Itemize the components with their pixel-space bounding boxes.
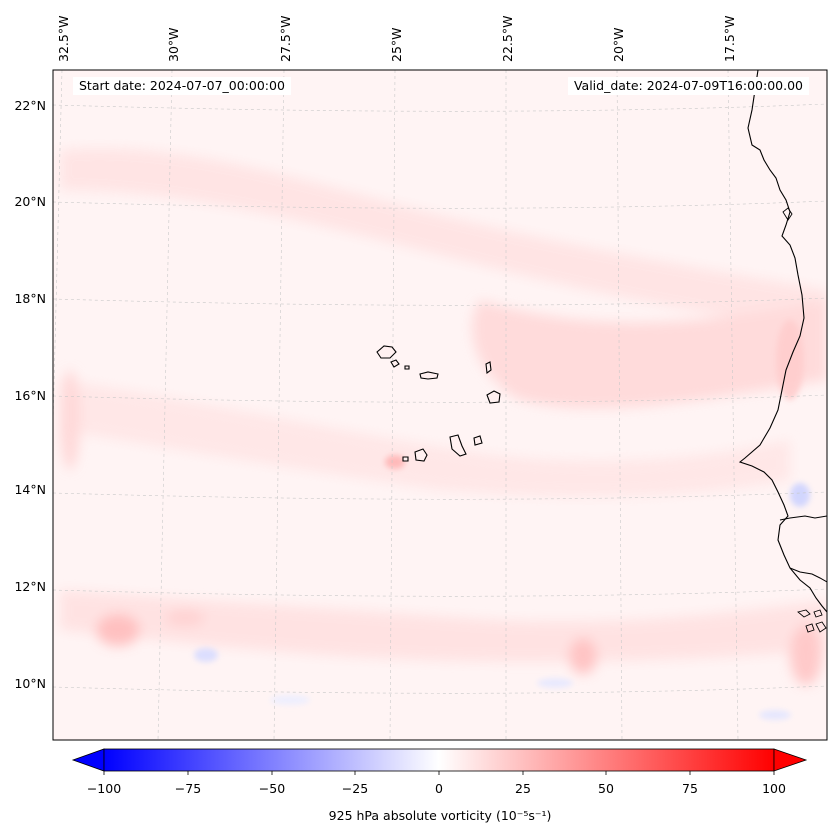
neg-vorticity-2 (790, 483, 810, 507)
colorbar-tick-100: 100 (762, 781, 786, 796)
colorbar-tick-neg50: −50 (258, 781, 286, 796)
island-fogo (414, 448, 428, 462)
cape-verde-islands (376, 345, 501, 462)
africa-coastline (738, 70, 827, 613)
colorbar-extend-high (773, 748, 808, 772)
vorticity-cell-southwest (165, 610, 205, 626)
gambia-coast (779, 515, 827, 521)
island-sal (485, 361, 492, 375)
neg-vorticity-4 (759, 710, 791, 720)
island-santiago (449, 434, 467, 457)
lat-label-22n: 22°N (14, 98, 46, 113)
colorbar-tick-50: 50 (598, 781, 614, 796)
valid-date-label: Valid_date: 2024-07-09T16:00:00.00 (567, 77, 809, 95)
start-date-label: Start date: 2024-07-07_00:00:00 (73, 77, 291, 95)
colorbar-tick-25: 25 (515, 781, 531, 796)
vorticity-strip-west (60, 370, 80, 470)
vorticity-cell-west (96, 614, 140, 646)
vorticity-band-coast (472, 300, 827, 409)
island-boa-vista (486, 390, 501, 404)
vorticity-cell-east (790, 625, 822, 685)
lat-label-20n: 20°N (14, 194, 46, 209)
neg-vorticity-3 (537, 678, 573, 688)
vorticity-cell-south (569, 638, 597, 674)
vorticity-band-south (60, 590, 827, 662)
vorticity-band-central (60, 380, 790, 497)
island-santa-luzia (404, 365, 410, 370)
colorbar-tick-0: 0 (435, 781, 443, 796)
island-sao-nicolau (419, 371, 439, 380)
bijagos-islands (797, 609, 827, 633)
colorbar-body (103, 748, 775, 772)
neg-vorticity-5 (270, 695, 310, 705)
vorticity-band-north (60, 148, 827, 330)
colorbar-tick-neg25: −25 (341, 781, 369, 796)
neg-vorticity-1 (194, 648, 218, 662)
colorbar-extend-low (71, 748, 105, 772)
graticule (53, 70, 827, 740)
colorbar-tick-neg100: −100 (86, 781, 122, 796)
pos-vorticity-island (385, 455, 405, 469)
guinea-bissau-coast (789, 567, 827, 583)
lat-label-18n: 18°N (14, 291, 46, 306)
lat-label-14n: 14°N (14, 482, 46, 497)
colorbar-label: 925 hPa absolute vorticity (10⁻⁵s⁻¹) (0, 808, 837, 823)
colorbar-tick-75: 75 (682, 781, 698, 796)
lat-label-12n: 12°N (14, 579, 46, 594)
colorbar-tick-neg75: −75 (174, 781, 202, 796)
colorbar-unit: (10⁻⁵s⁻¹) (495, 808, 552, 823)
island-santo-antao (376, 345, 397, 359)
island-brava (402, 456, 409, 462)
island-maio (473, 435, 483, 446)
dakar-peninsula (782, 207, 793, 221)
island-sao-vicente (390, 359, 400, 368)
colorbar (71, 748, 808, 775)
map-frame (52, 69, 828, 741)
lat-label-10n: 10°N (14, 676, 46, 691)
lat-label-16n: 16°N (14, 388, 46, 403)
colorbar-label-text: 925 hPa absolute vorticity (328, 808, 492, 823)
